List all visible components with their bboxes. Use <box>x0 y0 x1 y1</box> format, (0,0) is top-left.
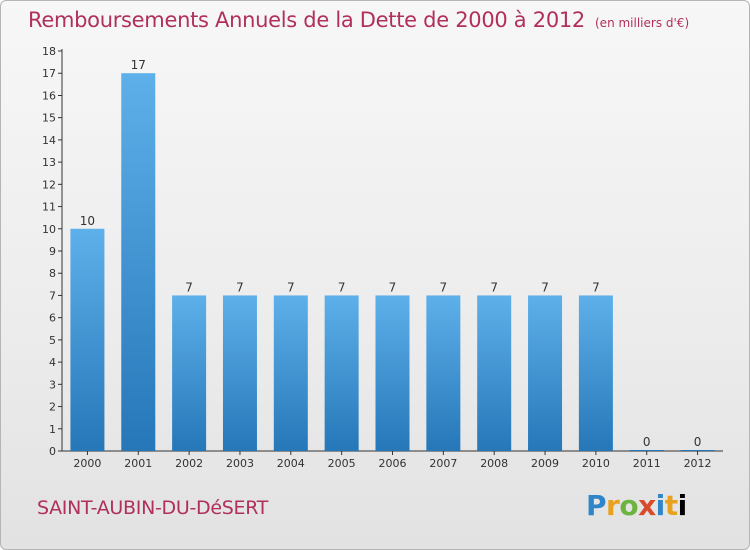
x-tick-label: 2009 <box>531 457 559 470</box>
x-tick-label: 2011 <box>633 457 661 470</box>
bar <box>70 228 105 451</box>
x-tick-label: 2000 <box>73 457 101 470</box>
x-tick-label: 2003 <box>226 457 254 470</box>
bar <box>426 295 461 451</box>
y-tick-label: 7 <box>49 289 56 302</box>
data-label: 7 <box>592 280 600 294</box>
brand-letter: x <box>638 489 656 522</box>
data-label: 7 <box>185 280 193 294</box>
bar <box>477 295 512 451</box>
brand-letter: t <box>664 489 678 522</box>
y-tick-label: 14 <box>42 134 56 147</box>
y-tick-label: 13 <box>42 156 56 169</box>
y-tick-label: 8 <box>49 267 56 280</box>
bar <box>680 450 715 451</box>
y-tick-label: 15 <box>42 112 56 125</box>
chart-subtitle: (en milliers d'€) <box>595 16 690 30</box>
x-tick-label: 2002 <box>175 457 203 470</box>
data-label: 7 <box>389 280 397 294</box>
bar <box>273 295 308 451</box>
y-tick-label: 16 <box>42 89 56 102</box>
y-tick-label: 2 <box>49 401 56 414</box>
x-tick-label: 2008 <box>480 457 508 470</box>
bar <box>578 295 613 451</box>
x-tick-label: 2001 <box>124 457 152 470</box>
data-label: 0 <box>694 435 702 449</box>
y-tick-label: 6 <box>49 312 56 325</box>
brand-letter: P <box>586 489 607 522</box>
bars: 10 17 7 7 7 7 7 7 7 7 7 0 0 <box>70 58 715 451</box>
bar <box>528 295 563 451</box>
brand-letter: o <box>619 489 639 522</box>
y-tick-label: 18 <box>42 45 56 58</box>
data-label: 7 <box>236 280 244 294</box>
x-tick-label: 2004 <box>277 457 305 470</box>
data-label: 0 <box>643 435 651 449</box>
y-tick-label: 3 <box>49 378 56 391</box>
data-label: 17 <box>131 58 146 72</box>
brand-logo: Proxiti <box>586 489 687 522</box>
brand-letter: i <box>655 489 666 522</box>
bar <box>629 450 664 451</box>
y-tick-label: 17 <box>42 67 56 80</box>
bar <box>222 295 257 451</box>
place-name: SAINT-AUBIN-DU-DéSERT <box>37 497 269 519</box>
y-tick-label: 4 <box>49 356 56 369</box>
bar <box>375 295 410 451</box>
y-tick-label: 5 <box>49 334 56 347</box>
x-tick-label: 2006 <box>379 457 407 470</box>
bar <box>172 295 207 451</box>
data-label: 7 <box>440 280 448 294</box>
x-tick-label: 2007 <box>429 457 457 470</box>
data-label: 7 <box>490 280 498 294</box>
data-label: 10 <box>80 214 95 228</box>
y-tick-label: 9 <box>49 245 56 258</box>
bar <box>324 295 359 451</box>
y-tick-label: 12 <box>42 178 56 191</box>
y-tick-label: 1 <box>49 423 56 436</box>
data-label: 7 <box>541 280 549 294</box>
y-tick-label: 0 <box>49 445 56 458</box>
x-axis: 2000 2001 2002 2003 2004 2005 2006 2007 2008 2009… <box>62 450 723 470</box>
chart-title: Remboursements Annuels de la Dette de 20… <box>28 8 689 32</box>
y-tick-label: 11 <box>42 201 56 214</box>
x-tick-label: 2005 <box>328 457 356 470</box>
data-label: 7 <box>338 280 346 294</box>
brand-letter: i <box>677 489 688 522</box>
x-tick-label: 2010 <box>582 457 610 470</box>
brand-letter: r <box>606 489 620 522</box>
x-tick-label: 2012 <box>684 457 712 470</box>
y-tick-label: 10 <box>42 223 56 236</box>
data-label: 7 <box>287 280 295 294</box>
bar <box>121 73 156 451</box>
chart-title-text: Remboursements Annuels de la Dette de 20… <box>28 8 585 32</box>
